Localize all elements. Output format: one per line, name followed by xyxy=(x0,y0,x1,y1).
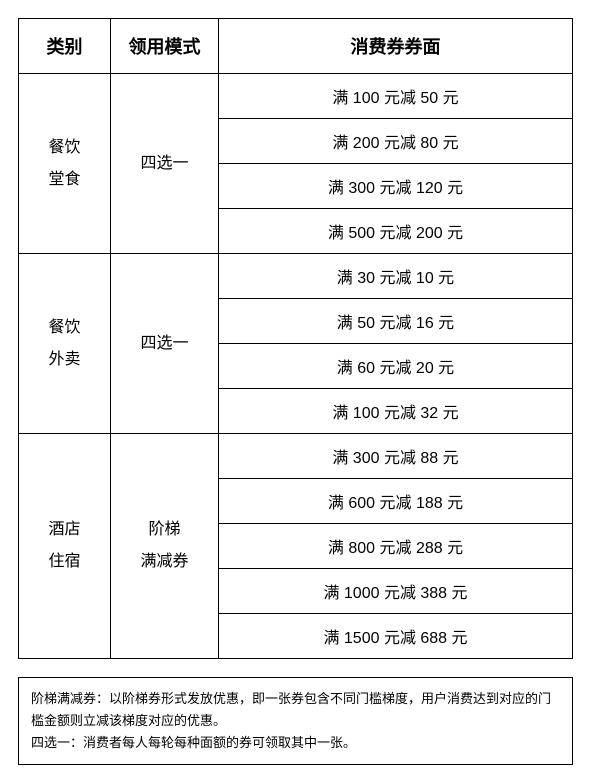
coupon-table: 类别 领用模式 消费券券面 餐饮堂食四选一满 100 元减 50 元满 200 … xyxy=(18,18,573,659)
coupon-table-body: 餐饮堂食四选一满 100 元减 50 元满 200 元减 80 元满 300 元… xyxy=(19,74,573,659)
table-row: 酒店住宿阶梯满减券满 300 元减 88 元 xyxy=(19,434,573,479)
mode-cell: 四选一 xyxy=(111,74,219,254)
coupon-cell: 满 300 元减 88 元 xyxy=(219,434,573,479)
coupon-cell: 满 1500 元减 688 元 xyxy=(219,614,573,659)
coupon-cell: 满 100 元减 50 元 xyxy=(219,74,573,119)
header-mode: 领用模式 xyxy=(111,19,219,74)
coupon-cell: 满 30 元减 10 元 xyxy=(219,254,573,299)
coupon-cell: 满 300 元减 120 元 xyxy=(219,164,573,209)
coupon-cell: 满 50 元减 16 元 xyxy=(219,299,573,344)
category-cell: 餐饮外卖 xyxy=(19,254,111,434)
category-cell: 酒店住宿 xyxy=(19,434,111,659)
coupon-cell: 满 100 元减 32 元 xyxy=(219,389,573,434)
table-row: 餐饮外卖四选一满 30 元减 10 元 xyxy=(19,254,573,299)
coupon-cell: 满 600 元减 188 元 xyxy=(219,479,573,524)
mode-cell: 阶梯满减券 xyxy=(111,434,219,659)
header-coupon: 消费券券面 xyxy=(219,19,573,74)
table-row: 餐饮堂食四选一满 100 元减 50 元 xyxy=(19,74,573,119)
coupon-cell: 满 800 元减 288 元 xyxy=(219,524,573,569)
note-line: 阶梯满减券：以阶梯券形式发放优惠，即一张券包含不同门槛梯度，用户消费达到对应的门… xyxy=(31,688,560,732)
header-category: 类别 xyxy=(19,19,111,74)
coupon-cell: 满 1000 元减 388 元 xyxy=(219,569,573,614)
table-header-row: 类别 领用模式 消费券券面 xyxy=(19,19,573,74)
note-line: 四选一：消费者每人每轮每种面额的券可领取其中一张。 xyxy=(31,732,560,754)
category-cell: 餐饮堂食 xyxy=(19,74,111,254)
coupon-cell: 满 60 元减 20 元 xyxy=(219,344,573,389)
coupon-cell: 满 500 元减 200 元 xyxy=(219,209,573,254)
coupon-cell: 满 200 元减 80 元 xyxy=(219,119,573,164)
mode-cell: 四选一 xyxy=(111,254,219,434)
notes-box: 阶梯满减券：以阶梯券形式发放优惠，即一张券包含不同门槛梯度，用户消费达到对应的门… xyxy=(18,677,573,765)
